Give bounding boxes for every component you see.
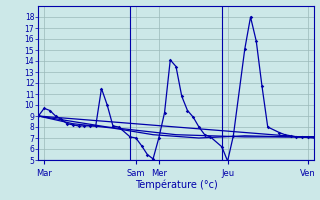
X-axis label: Température (°c): Température (°c) xyxy=(135,179,217,190)
